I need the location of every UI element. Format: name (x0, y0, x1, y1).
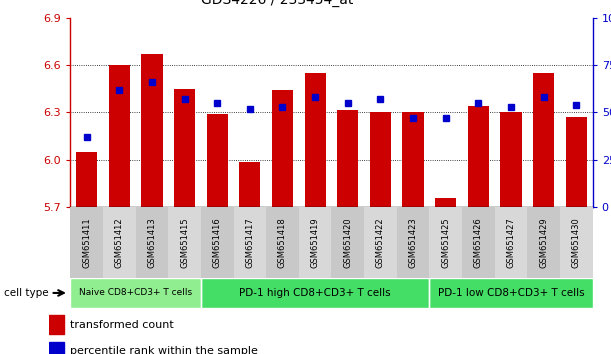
Bar (560, 207, 593, 278)
Bar (337, 110, 359, 207)
Bar (299, 207, 331, 278)
Text: PD-1 low CD8+CD3+ T cells: PD-1 low CD8+CD3+ T cells (437, 288, 584, 298)
Bar (364, 207, 397, 278)
Bar (430, 278, 593, 308)
Text: GSM651416: GSM651416 (213, 217, 222, 268)
Text: GSM651430: GSM651430 (572, 217, 581, 268)
Text: GSM651425: GSM651425 (441, 217, 450, 268)
Bar (103, 207, 136, 278)
Bar (500, 113, 522, 207)
Bar (364, 207, 397, 278)
Bar (435, 198, 456, 207)
Text: GSM651413: GSM651413 (147, 217, 156, 268)
Bar (462, 207, 495, 278)
Bar (430, 278, 593, 308)
Bar (76, 152, 97, 207)
Bar (331, 207, 364, 278)
Bar (168, 207, 201, 278)
Bar (266, 207, 299, 278)
Bar (174, 89, 195, 207)
Text: PD-1 high CD8+CD3+ T cells: PD-1 high CD8+CD3+ T cells (240, 288, 391, 298)
Bar (70, 207, 103, 278)
Bar (168, 207, 201, 278)
Bar (397, 207, 430, 278)
Text: GSM651415: GSM651415 (180, 217, 189, 268)
Bar (201, 278, 430, 308)
Bar (136, 207, 168, 278)
Bar (527, 207, 560, 278)
Text: GSM651427: GSM651427 (507, 217, 516, 268)
Text: percentile rank within the sample: percentile rank within the sample (70, 346, 258, 354)
Bar (462, 207, 495, 278)
Text: GSM651420: GSM651420 (343, 217, 353, 268)
Bar (495, 207, 527, 278)
Bar (370, 113, 391, 207)
Text: GSM651423: GSM651423 (409, 217, 417, 268)
Text: GSM651419: GSM651419 (310, 217, 320, 268)
Text: cell type: cell type (4, 288, 48, 298)
Bar (109, 65, 130, 207)
Bar (233, 207, 266, 278)
Text: GSM651422: GSM651422 (376, 217, 385, 268)
Bar (70, 278, 201, 308)
Bar (70, 207, 103, 278)
Bar (201, 278, 430, 308)
Bar (136, 207, 168, 278)
Text: transformed count: transformed count (70, 320, 174, 330)
Bar (533, 73, 554, 207)
Bar (397, 207, 430, 278)
Bar (468, 106, 489, 207)
Text: Naive CD8+CD3+ T cells: Naive CD8+CD3+ T cells (79, 289, 192, 297)
Bar (304, 73, 326, 207)
Text: GSM651429: GSM651429 (539, 217, 548, 268)
Bar (103, 207, 136, 278)
Bar (430, 207, 462, 278)
Text: GSM651417: GSM651417 (246, 217, 254, 268)
Bar (49, 315, 64, 334)
Bar (566, 117, 587, 207)
Text: GDS4226 / 233454_at: GDS4226 / 233454_at (201, 0, 353, 7)
Bar (430, 207, 462, 278)
Bar (495, 207, 527, 278)
Text: GSM651418: GSM651418 (278, 217, 287, 268)
Bar (403, 113, 423, 207)
Bar (141, 54, 163, 207)
Bar (207, 114, 228, 207)
Bar (527, 207, 560, 278)
Bar (201, 207, 233, 278)
Bar (70, 278, 201, 308)
Bar (240, 162, 260, 207)
Text: GSM651412: GSM651412 (115, 217, 124, 268)
Bar (560, 207, 593, 278)
Bar (49, 342, 64, 354)
Text: GSM651426: GSM651426 (474, 217, 483, 268)
Bar (331, 207, 364, 278)
Bar (266, 207, 299, 278)
Bar (299, 207, 331, 278)
Text: GSM651411: GSM651411 (82, 217, 91, 268)
Bar (233, 207, 266, 278)
Bar (201, 207, 233, 278)
Bar (272, 90, 293, 207)
